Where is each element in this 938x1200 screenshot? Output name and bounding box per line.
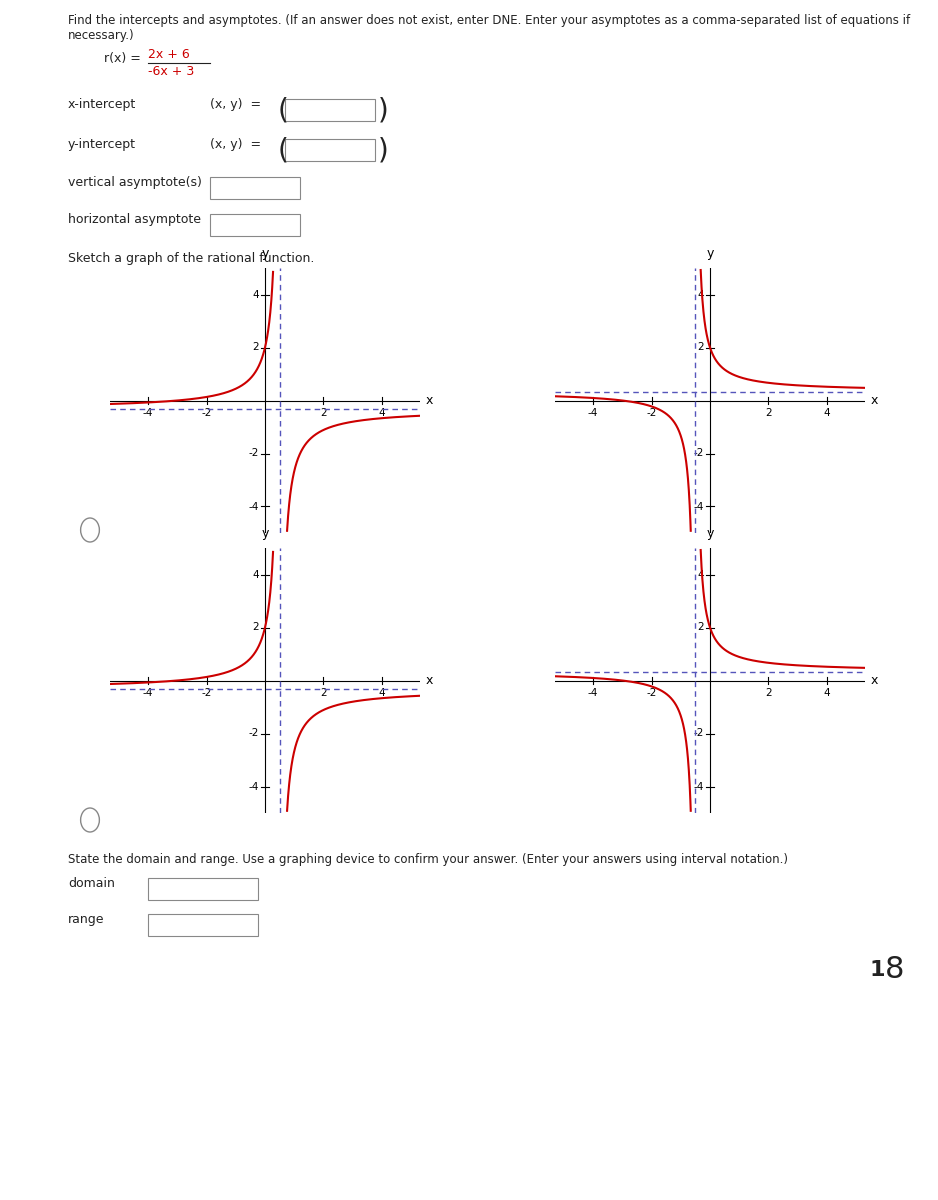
Text: vertical asymptote(s): vertical asymptote(s) — [68, 176, 202, 188]
Text: -4: -4 — [249, 502, 259, 511]
Text: Find the intercepts and asymptotes. (If an answer does not exist, enter DNE. Ent: Find the intercepts and asymptotes. (If … — [68, 14, 910, 26]
Text: (: ( — [278, 96, 289, 124]
Text: -2: -2 — [202, 408, 212, 419]
Text: domain: domain — [68, 877, 114, 890]
Text: range: range — [68, 913, 104, 926]
Text: (x, y)  =: (x, y) = — [210, 98, 261, 110]
Text: -4: -4 — [588, 689, 598, 698]
Text: y: y — [262, 527, 268, 540]
Text: State the domain and range. Use a graphing device to confirm your answer. (Enter: State the domain and range. Use a graphi… — [68, 853, 788, 866]
Text: 4: 4 — [252, 570, 259, 580]
Text: y: y — [706, 527, 714, 540]
Text: 4: 4 — [379, 408, 386, 419]
Text: y-intercept: y-intercept — [68, 138, 136, 151]
FancyBboxPatch shape — [285, 98, 375, 121]
FancyBboxPatch shape — [210, 214, 300, 236]
Text: 2x + 6: 2x + 6 — [148, 48, 189, 61]
Text: 2: 2 — [252, 342, 259, 353]
Text: -2: -2 — [249, 449, 259, 458]
Text: -4: -4 — [249, 781, 259, 792]
Text: -4: -4 — [694, 502, 704, 511]
Text: x-intercept: x-intercept — [68, 98, 136, 110]
Text: x: x — [870, 394, 878, 407]
Text: (x, y)  =: (x, y) = — [210, 138, 261, 151]
Text: 2: 2 — [252, 623, 259, 632]
Text: x: x — [426, 394, 433, 407]
Text: ): ) — [378, 136, 388, 164]
Text: (: ( — [278, 136, 289, 164]
Text: 4: 4 — [824, 689, 830, 698]
Text: 4: 4 — [698, 570, 704, 580]
Text: 8: 8 — [885, 955, 904, 984]
Text: -2: -2 — [694, 449, 704, 458]
Text: -2: -2 — [202, 689, 212, 698]
Text: -2: -2 — [646, 408, 657, 419]
Text: necessary.): necessary.) — [68, 29, 135, 42]
Text: 2: 2 — [698, 342, 704, 353]
Text: 4: 4 — [698, 289, 704, 300]
Text: 2: 2 — [765, 689, 772, 698]
Text: Sketch a graph of the rational function.: Sketch a graph of the rational function. — [68, 252, 314, 265]
Text: -4: -4 — [143, 408, 153, 419]
Text: 2: 2 — [698, 623, 704, 632]
Text: 4: 4 — [379, 689, 386, 698]
Text: x: x — [870, 674, 878, 686]
FancyBboxPatch shape — [210, 176, 300, 199]
Text: 4: 4 — [824, 408, 830, 419]
FancyBboxPatch shape — [285, 139, 375, 161]
Text: y: y — [706, 247, 714, 260]
Text: r(x) =: r(x) = — [104, 52, 141, 65]
Text: -4: -4 — [588, 408, 598, 419]
Text: -2: -2 — [249, 728, 259, 738]
Text: y: y — [262, 247, 268, 260]
Text: 2: 2 — [765, 408, 772, 419]
Text: -6x + 3: -6x + 3 — [148, 65, 194, 78]
Text: horizontal asymptote: horizontal asymptote — [68, 214, 201, 226]
Text: -2: -2 — [646, 689, 657, 698]
FancyBboxPatch shape — [148, 878, 258, 900]
Text: -4: -4 — [143, 689, 153, 698]
Text: 4: 4 — [252, 289, 259, 300]
Text: 1: 1 — [870, 960, 885, 980]
Text: -4: -4 — [694, 781, 704, 792]
Text: -2: -2 — [694, 728, 704, 738]
Text: x: x — [426, 674, 433, 686]
Text: 2: 2 — [320, 408, 326, 419]
FancyBboxPatch shape — [148, 914, 258, 936]
Text: 2: 2 — [320, 689, 326, 698]
Text: ): ) — [378, 96, 388, 124]
